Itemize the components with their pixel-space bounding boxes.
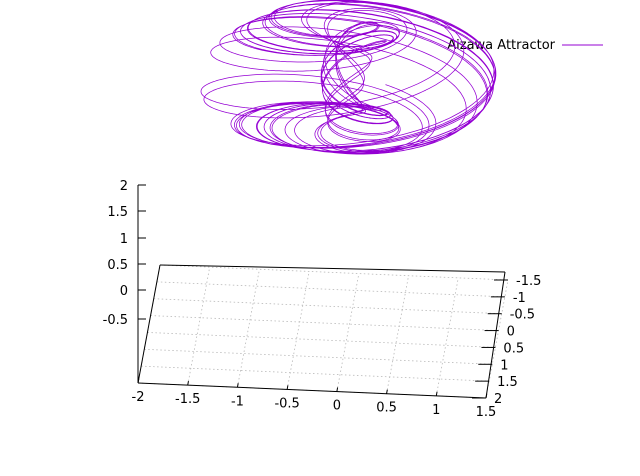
z-tick-label: 0.5 [107, 258, 128, 273]
base-plane-grid [137, 264, 509, 399]
y-axis-ticks: -1.5 -1 -0.5 00.5 1 1.5 2 [472, 274, 541, 407]
back-x-border [159, 264, 506, 273]
grid-line-y [144, 348, 493, 365]
x-axis-ticks: -2 -1.5 -1 -0.5 0 0.5 1 1.5 [132, 378, 497, 420]
x-tick-mark [435, 391, 438, 396]
grid-line-y [159, 264, 509, 281]
grid-line-x [485, 279, 509, 399]
x-tick-mark [485, 393, 488, 399]
grid-line-y [150, 315, 499, 331]
y-tick-label: 0 [507, 325, 515, 340]
x-tick-mark [336, 387, 339, 392]
x-tick-label: -2 [132, 390, 145, 405]
y-tick-label: 1 [500, 358, 508, 373]
grid-line-x [286, 271, 310, 390]
grid-line-x [435, 277, 459, 396]
left-border [137, 264, 161, 384]
grid-line-x [237, 269, 260, 388]
y-tick-label: -1 [513, 291, 526, 306]
grid-line-x [386, 275, 409, 394]
series-aizawa-attractor [200, 0, 497, 155]
x-tick-label: 1.5 [476, 405, 497, 420]
y-tick-label: -0.5 [510, 308, 535, 323]
base-plane [137, 185, 506, 399]
z-tick-label: 1.5 [107, 205, 128, 220]
x-tick-label: 1 [432, 403, 440, 418]
legend-label: Aizawa Attractor [447, 38, 555, 53]
z-axis-ticks: -0.5 0 0.5 1 1.5 2 [103, 179, 146, 328]
z-tick-label: 1 [120, 232, 128, 247]
y-axis-line [485, 271, 506, 399]
grid-line-y [156, 281, 505, 298]
grid-line-y [141, 365, 490, 382]
x-tick-mark [286, 385, 289, 390]
legend: Aizawa Attractor [447, 38, 603, 53]
x-tick-label: -1.5 [175, 392, 200, 407]
y-tick-label: 1.5 [497, 375, 518, 390]
x-tick-label: 0.5 [376, 401, 397, 416]
x-axis-line [137, 382, 487, 399]
x-tick-mark [137, 378, 140, 384]
x-tick-mark [236, 383, 239, 388]
y-tick-label: -1.5 [516, 274, 541, 289]
z-tick-label: -0.5 [103, 313, 128, 328]
y-tick-label: 0.5 [503, 341, 524, 356]
z-tick-label: 0 [120, 284, 128, 299]
x-tick-label: -0.5 [274, 396, 299, 411]
y-tick-label: 2 [494, 392, 502, 407]
x-tick-label: 0 [333, 399, 341, 414]
x-tick-mark [187, 381, 189, 386]
grid-line-y [147, 332, 496, 348]
grid-line-x [336, 273, 360, 392]
grid-line-x [187, 267, 211, 386]
x-tick-mark [386, 389, 388, 394]
grid-line-y [153, 298, 502, 315]
x-tick-label: -1 [231, 394, 244, 409]
z-tick-label: 2 [120, 179, 128, 194]
